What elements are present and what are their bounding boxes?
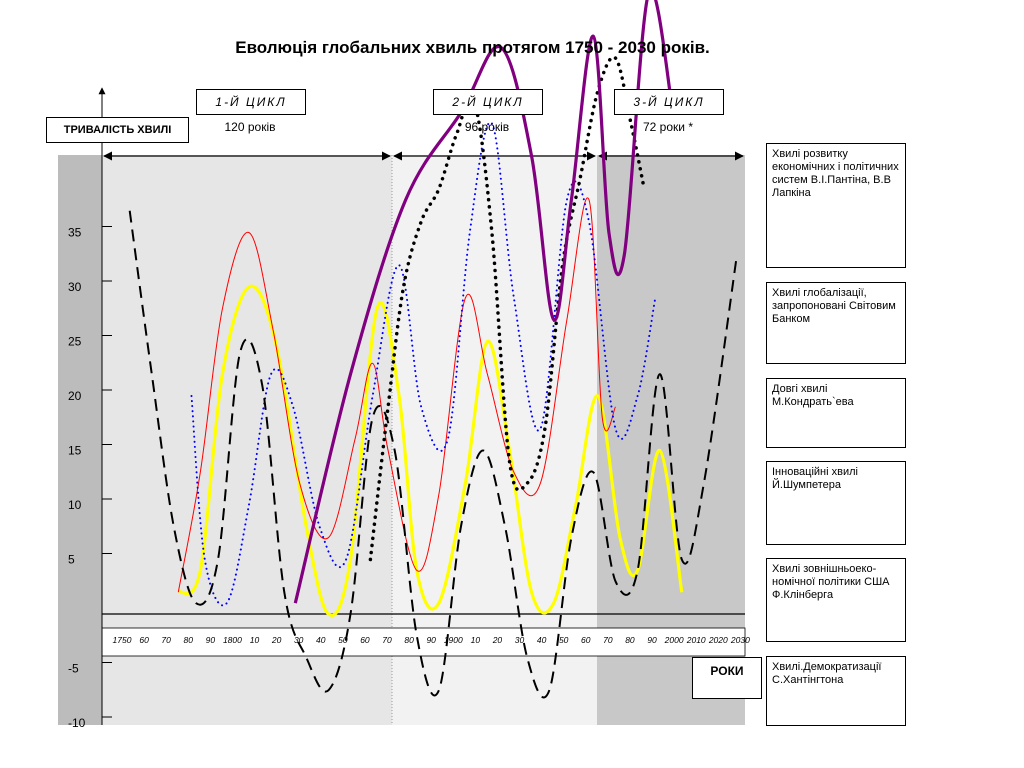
chart-title: Еволюція глобальних хвиль протягом 1750 … xyxy=(235,38,710,57)
x-tick-label: 1800 xyxy=(223,635,242,645)
cycle-2-duration: 96 років xyxy=(464,120,510,134)
x-tick-label: 1900 xyxy=(444,635,463,645)
x-tick-label: 20 xyxy=(271,635,282,645)
x-tick-label: 50 xyxy=(338,635,348,645)
x-tick-label: 2030 xyxy=(730,635,750,645)
cycle-2-label: 2-Й ЦИКЛ xyxy=(433,89,543,115)
x-tick-label: 80 xyxy=(625,635,635,645)
x-axis-label: РОКИ xyxy=(692,657,762,699)
y-tick-label: 35 xyxy=(68,226,82,240)
x-tick-label: 50 xyxy=(559,635,569,645)
legend-label-schumpeter: Інноваційні хвилі Й.Шумпетера xyxy=(772,466,858,491)
legend-label-huntington: Хвилі.Демократизації С.Хантінгтона xyxy=(772,661,882,686)
x-tick-label: 2020 xyxy=(708,635,728,645)
legend-label-klingberg: Хвилі зовнішньоеко-номічної політики США… xyxy=(772,563,890,601)
x-tick-label: 2000 xyxy=(664,635,684,645)
x-tick-label: 60 xyxy=(139,635,149,645)
cycle-1-label: 1-Й ЦИКЛ xyxy=(196,89,306,115)
x-tick-label: 70 xyxy=(382,635,392,645)
cycle-3-duration: 72 роки * xyxy=(643,120,693,134)
legend-item-world-bank: Хвилі глобалізації, запропоновані Світов… xyxy=(766,282,906,364)
x-tick-label: 60 xyxy=(360,635,370,645)
legend-item-kondratiev: Довгі хвилі М.Кондрать`ева xyxy=(766,378,906,448)
x-tick-label: 60 xyxy=(581,635,591,645)
x-tick-label: 70 xyxy=(161,635,171,645)
x-tick-label: 40 xyxy=(537,635,547,645)
series-huntington-line xyxy=(293,0,675,604)
y-axis-strip xyxy=(58,155,102,725)
x-tick-label: 10 xyxy=(250,635,260,645)
series-world-bank-line xyxy=(368,55,646,562)
series-klingberg-line xyxy=(190,121,657,607)
y-tick-label: 30 xyxy=(68,280,82,294)
y-axis-label: ТРИВАЛІСТЬ ХВИЛІ xyxy=(46,117,189,143)
legend-item-schumpeter: Інноваційні хвилі Й.Шумпетера xyxy=(766,461,906,545)
x-tick-label: 90 xyxy=(647,635,657,645)
y-tick-label: -10 xyxy=(68,716,86,730)
cycle-1-duration: 120 років xyxy=(224,120,276,134)
x-tick-strip xyxy=(101,627,746,657)
y-tick-label: 10 xyxy=(68,498,82,512)
x-tick-label: 30 xyxy=(515,635,525,645)
x-tick-label: 1750 xyxy=(113,635,132,645)
series-pantin-line xyxy=(128,210,738,699)
series-kondratiev-line xyxy=(177,197,616,593)
x-tick-label: 30 xyxy=(294,635,304,645)
legend-item-pantin: Хвилі розвитку економічних і політичних … xyxy=(766,143,906,268)
y-tick-label: 20 xyxy=(68,389,82,403)
legend-label-world-bank: Хвилі глобалізації, запропоновані Світов… xyxy=(772,287,896,325)
x-tick-label: 80 xyxy=(184,635,194,645)
x-tick-label: 90 xyxy=(206,635,216,645)
x-tick-label: 20 xyxy=(492,635,503,645)
x-tick-label: 40 xyxy=(316,635,326,645)
y-tick-label: 25 xyxy=(68,335,82,349)
legend-item-klingberg: Хвилі зовнішньоеко-номічної політики США… xyxy=(766,558,906,642)
cycle-3-label: 3-Й ЦИКЛ xyxy=(614,89,724,115)
y-tick-label: 5 xyxy=(68,553,75,567)
x-tick-label: 90 xyxy=(426,635,436,645)
x-tick-label: 2010 xyxy=(686,635,706,645)
y-tick-label: -5 xyxy=(68,662,79,676)
x-tick-label: 70 xyxy=(603,635,613,645)
legend-item-huntington: Хвилі.Демократизації С.Хантінгтона xyxy=(766,656,906,726)
y-tick-label: 15 xyxy=(68,444,82,458)
x-tick-label: 80 xyxy=(404,635,414,645)
x-tick-label: 10 xyxy=(471,635,481,645)
legend-label-pantin: Хвилі розвитку економічних і політичних … xyxy=(772,148,899,199)
legend-label-kondratiev: Довгі хвилі М.Кондрать`ева xyxy=(772,383,854,408)
